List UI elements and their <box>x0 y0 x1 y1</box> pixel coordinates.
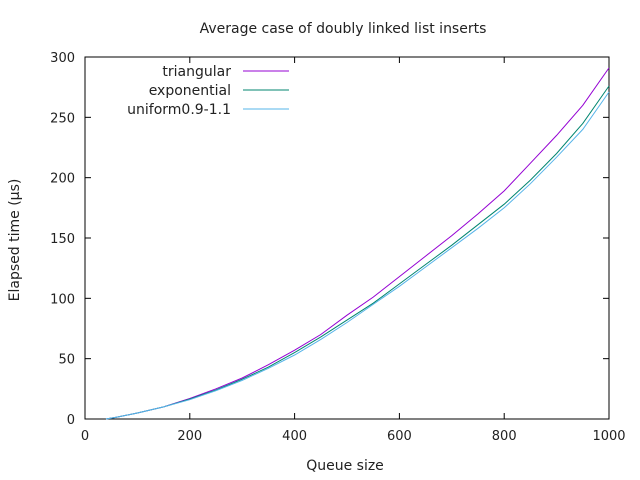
y-tick-label: 150 <box>50 232 75 247</box>
x-axis: 0 200 400 600 800 1000 <box>81 57 626 444</box>
y-tick-label: 250 <box>50 111 75 126</box>
y-tick-label: 300 <box>50 51 75 66</box>
legend-label: uniform0.9-1.1 <box>127 102 231 118</box>
x-tick-label: 200 <box>177 429 202 444</box>
series-lines <box>105 67 610 420</box>
y-tick-label: 50 <box>58 353 75 368</box>
y-tick-label: 200 <box>50 172 75 187</box>
x-axis-title: Queue size <box>306 458 384 474</box>
legend-label: triangular <box>162 64 231 80</box>
series-line-uniform0.9-1.1 <box>105 91 610 420</box>
x-tick-label: 1000 <box>592 429 625 444</box>
x-tick-label: 0 <box>81 429 89 444</box>
y-axis: 0 50 100 150 200 250 300 <box>50 51 609 428</box>
x-tick-label: 800 <box>492 429 517 444</box>
series-line-exponential <box>105 85 610 420</box>
y-tick-label: 0 <box>67 413 75 428</box>
legend-label: exponential <box>149 83 231 99</box>
chart-title: Average case of doubly linked list inser… <box>200 21 487 37</box>
x-tick-label: 400 <box>282 429 307 444</box>
y-axis-title: Elapsed time (µs) <box>7 179 23 302</box>
y-tick-label: 100 <box>50 292 75 307</box>
legend: triangular exponential uniform0.9-1.1 <box>127 64 289 118</box>
x-tick-label: 600 <box>387 429 412 444</box>
series-line-triangular <box>105 67 610 420</box>
